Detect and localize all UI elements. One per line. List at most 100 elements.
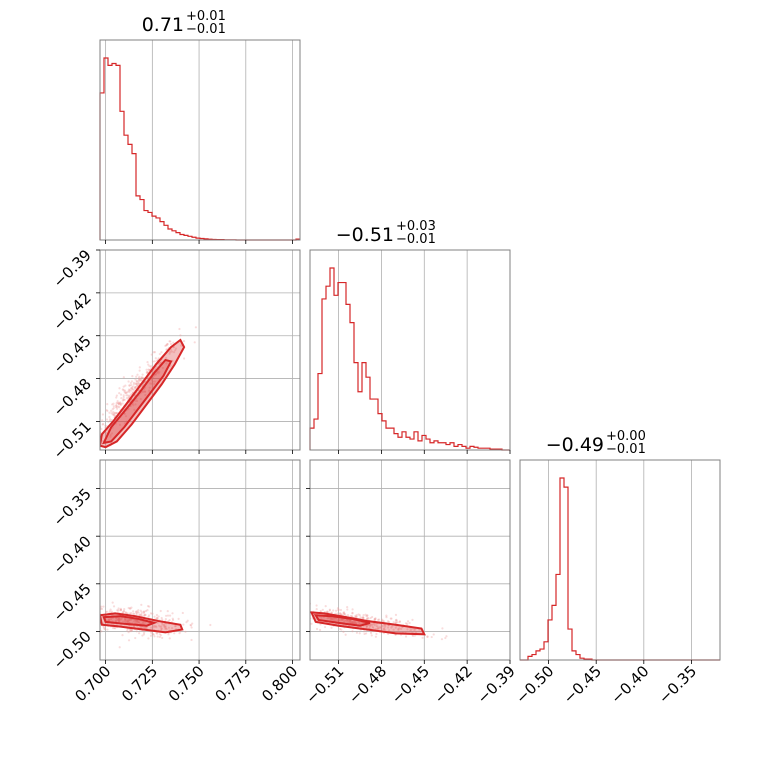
scatter-point	[95, 428, 97, 430]
x-tick-label: −0.40	[607, 662, 652, 707]
scatter-point	[365, 626, 368, 629]
scatter-point	[124, 384, 127, 387]
scatter-point	[365, 615, 368, 618]
scatter-point	[92, 629, 94, 631]
y-tick-label: −0.42	[50, 289, 95, 334]
scatter-point	[376, 627, 380, 630]
scatter-point	[349, 620, 352, 623]
scatter-point	[154, 373, 158, 376]
scatter-point	[318, 628, 322, 632]
scatter-point	[132, 404, 135, 407]
scatter-point	[119, 402, 122, 405]
scatter-point	[158, 635, 161, 639]
scatter-point	[115, 407, 119, 410]
param-title-plus: +0.01	[186, 9, 226, 24]
scatter-point	[154, 357, 157, 360]
scatter-point	[134, 403, 137, 406]
scatter-point	[400, 627, 403, 631]
scatter-point	[180, 344, 183, 347]
scatter-point	[153, 625, 156, 628]
scatter-point	[296, 605, 298, 607]
scatter-point	[332, 609, 335, 612]
scatter-point	[123, 618, 127, 622]
scatter-point	[144, 609, 148, 613]
param-title-2: −0.49 +0.00−0.01	[546, 429, 646, 457]
scatter-point	[126, 618, 129, 621]
scatter-point	[182, 357, 186, 360]
scatter-point	[139, 397, 142, 401]
scatter-point	[132, 388, 135, 391]
param-title-value: −0.49	[546, 434, 604, 456]
panel-frame-1-1	[309, 249, 511, 451]
scatter-point	[349, 619, 352, 622]
scatter-point	[184, 630, 187, 633]
scatter-point	[378, 625, 382, 629]
scatter-point	[139, 378, 142, 381]
scatter-point	[365, 625, 369, 628]
y-tick-label: −0.45	[50, 332, 95, 377]
scatter-point	[359, 616, 362, 619]
scatter-point	[145, 371, 148, 374]
scatter-point	[369, 623, 372, 626]
scatter-point	[326, 617, 329, 620]
scatter-point	[153, 367, 157, 370]
scatter-point	[126, 612, 129, 615]
scatter-point	[177, 617, 180, 620]
scatter-point	[358, 621, 361, 624]
scatter-point	[160, 351, 163, 354]
scatter-point	[160, 627, 163, 630]
scatter-point	[117, 618, 120, 621]
scatter-point	[381, 618, 384, 621]
scatter-point	[82, 613, 84, 615]
scatter-point	[152, 351, 155, 354]
scatter-point	[118, 619, 121, 622]
scatter-point	[146, 609, 149, 612]
contour-line-inner	[101, 358, 173, 445]
scatter-point	[398, 620, 402, 623]
scatter-point	[147, 614, 151, 617]
scatter-point	[186, 619, 189, 622]
scatter-point	[128, 391, 131, 394]
scatter-point	[408, 621, 411, 625]
scatter-point	[163, 625, 167, 628]
scatter-point	[411, 634, 415, 637]
scatter-point	[421, 636, 424, 639]
scatter-point	[389, 617, 392, 620]
scatter-point	[128, 618, 131, 622]
scatter-point	[395, 619, 398, 622]
scatter-point	[397, 628, 400, 631]
scatter-point	[106, 628, 109, 631]
param-title-0: 0.71 +0.01−0.01	[142, 9, 226, 37]
scatter-point	[169, 350, 172, 354]
scatter-point	[133, 386, 137, 389]
scatter-point	[141, 373, 144, 376]
scatter-point	[115, 404, 118, 407]
scatter-point	[366, 616, 369, 619]
scatter-point	[130, 618, 133, 621]
contour-line-inner	[102, 615, 158, 627]
scatter-point	[109, 608, 112, 611]
scatter-point	[128, 394, 131, 398]
scatter-point	[135, 612, 138, 615]
scatter-point	[352, 622, 355, 625]
y-tick-label: −0.50	[50, 628, 95, 673]
x-tick-label: −0.45	[388, 662, 433, 707]
scatter-point	[174, 624, 177, 628]
scatter-point	[156, 632, 159, 635]
scatter-point	[172, 341, 175, 344]
scatter-point	[134, 385, 137, 389]
scatter-point	[127, 639, 131, 642]
scatter-point	[163, 625, 166, 629]
panel-frame-2-2	[519, 459, 721, 661]
scatter-point	[72, 621, 74, 623]
scatter-point	[94, 608, 96, 610]
scatter-point	[375, 624, 378, 627]
scatter-point	[108, 618, 111, 621]
scatter-point	[315, 607, 318, 611]
scatter-point	[90, 450, 92, 452]
scatter-point	[343, 619, 347, 622]
scatter-point	[87, 619, 89, 621]
scatter-point	[143, 613, 147, 616]
scatter-point	[392, 628, 395, 631]
